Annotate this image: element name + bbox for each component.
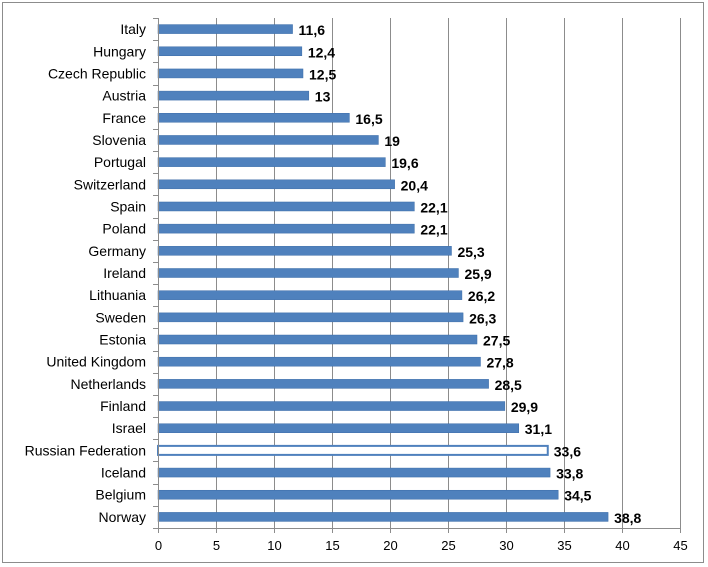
bar-belgium: [157, 489, 559, 500]
bar-united-kingdom: [157, 356, 481, 367]
category-label-spain: Spain: [110, 198, 146, 214]
x-tick-label-35: 35: [557, 538, 571, 553]
category-label-lithuania: Lithuania: [89, 287, 146, 303]
category-label-czech-republic: Czech Republic: [48, 65, 146, 81]
gridlines: [216, 18, 681, 528]
bar-slovenia: [157, 135, 379, 145]
value-label-poland: 22,1: [420, 222, 447, 238]
bar-estonia: [157, 334, 478, 345]
category-label-united-kingdom: United Kingdom: [46, 354, 146, 370]
category-label-slovenia: Slovenia: [92, 132, 146, 148]
category-label-sweden: Sweden: [95, 309, 146, 325]
bar-france: [157, 113, 350, 123]
x-tick-label-40: 40: [615, 538, 629, 553]
value-label-italy: 11,6: [299, 22, 326, 38]
value-label-lithuania: 26,2: [468, 288, 495, 304]
category-label-russian-federation: Russian Federation: [25, 442, 146, 458]
bar-lithuania: [157, 290, 463, 300]
category-label-belgium: Belgium: [95, 487, 146, 503]
bar-norway: [157, 512, 609, 522]
bar-finland: [157, 401, 506, 411]
bar-poland: [157, 223, 415, 234]
x-tick-label-10: 10: [267, 538, 281, 553]
axes: [153, 18, 681, 533]
value-label-germany: 25,3: [457, 244, 484, 260]
value-label-hungary: 12,4: [308, 44, 335, 60]
category-label-finland: Finland: [100, 398, 146, 414]
value-label-ireland: 25,9: [464, 266, 491, 282]
value-label-france: 16,5: [355, 111, 382, 127]
x-tick-label-45: 45: [673, 538, 687, 553]
value-label-slovenia: 19: [384, 133, 400, 149]
category-label-italy: Italy: [120, 21, 146, 37]
bar-spain: [157, 201, 415, 212]
value-label-czech-republic: 12,5: [309, 66, 336, 82]
value-label-israel: 31,1: [525, 421, 552, 437]
value-label-belgium: 34,5: [564, 488, 591, 504]
bar-hungary: [157, 46, 303, 57]
bar-iceland: [157, 467, 551, 478]
bar-israel: [157, 423, 520, 433]
category-label-poland: Poland: [102, 221, 146, 237]
value-label-portugal: 19,6: [391, 155, 418, 171]
category-label-switzerland: Switzerland: [74, 176, 146, 192]
value-label-finland: 29,9: [511, 399, 538, 415]
x-tick-labels: 0 5 10 15 20 25 30 35 40 45: [155, 538, 688, 553]
x-tick-label-20: 20: [383, 538, 397, 553]
category-label-norway: Norway: [99, 509, 146, 525]
value-labels: 11,6 12,4 12,5 13 16,519 19,6 20,4 22,1 22,1 25,3…: [299, 22, 642, 526]
category-label-hungary: Hungary: [93, 43, 146, 59]
category-label-netherlands: Netherlands: [71, 376, 147, 392]
bar-ireland: [157, 268, 459, 278]
value-label-spain: 22,1: [420, 199, 447, 215]
category-label-estonia: Estonia: [99, 332, 146, 348]
bar-italy: [157, 24, 293, 34]
bar-czech-republic: [157, 68, 304, 79]
category-label-austria: Austria: [102, 88, 146, 104]
x-tick-label-15: 15: [325, 538, 339, 553]
category-label-iceland: Iceland: [101, 465, 146, 481]
category-label-germany: Germany: [88, 243, 146, 259]
x-tick-label-25: 25: [441, 538, 455, 553]
bar-russian-federation: [157, 444, 549, 456]
bar-switzerland: [157, 179, 395, 190]
category-label-israel: Israel: [112, 420, 146, 436]
category-labels: Italy Hungary Czech Republic Austria France S…: [25, 21, 147, 525]
bar-netherlands: [157, 379, 489, 389]
value-label-russian-federation: 33,6: [554, 443, 581, 459]
bar-germany: [157, 246, 452, 256]
value-label-sweden: 26,3: [469, 310, 496, 326]
bars: [157, 24, 609, 522]
bar-sweden: [157, 312, 464, 323]
x-tick-label-0: 0: [155, 538, 162, 553]
value-label-netherlands: 28,5: [495, 377, 522, 393]
bar-portugal: [157, 157, 386, 167]
bar-austria: [157, 90, 310, 101]
value-label-iceland: 33,8: [556, 466, 583, 482]
category-label-ireland: Ireland: [103, 265, 146, 281]
x-tick-label-30: 30: [499, 538, 513, 553]
value-label-united-kingdom: 27,8: [486, 355, 513, 371]
value-label-estonia: 27,5: [483, 333, 510, 349]
value-label-switzerland: 20,4: [401, 177, 428, 193]
x-tick-label-5: 5: [213, 538, 220, 553]
value-label-norway: 38,8: [614, 510, 641, 526]
category-label-portugal: Portugal: [94, 154, 146, 170]
value-label-austria: 13: [315, 89, 331, 105]
category-label-france: France: [102, 110, 146, 126]
